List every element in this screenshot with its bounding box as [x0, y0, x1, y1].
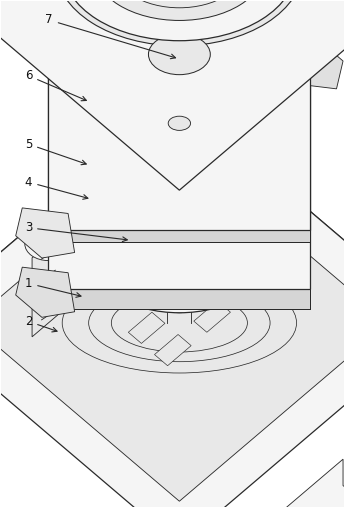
Text: 1: 1 [25, 277, 81, 297]
Polygon shape [179, 100, 345, 375]
Polygon shape [48, 230, 310, 242]
Ellipse shape [159, 153, 200, 183]
Text: 4: 4 [25, 176, 88, 199]
Polygon shape [166, 94, 199, 174]
Polygon shape [128, 312, 165, 343]
Ellipse shape [170, 125, 189, 139]
Ellipse shape [39, 237, 58, 251]
Ellipse shape [25, 227, 72, 261]
Polygon shape [163, 118, 196, 226]
Ellipse shape [168, 116, 190, 131]
Ellipse shape [148, 34, 210, 75]
Ellipse shape [56, 0, 303, 46]
Polygon shape [166, 122, 212, 213]
Text: 6: 6 [25, 69, 86, 101]
Ellipse shape [93, 0, 265, 22]
Polygon shape [258, 459, 345, 508]
Ellipse shape [131, 227, 227, 288]
Polygon shape [16, 208, 75, 258]
Polygon shape [0, 145, 345, 501]
Polygon shape [48, 67, 310, 290]
Ellipse shape [145, 219, 214, 270]
Polygon shape [48, 290, 310, 309]
Polygon shape [16, 267, 75, 318]
Text: 3: 3 [25, 221, 127, 242]
Ellipse shape [90, 201, 269, 313]
Polygon shape [168, 279, 204, 310]
Ellipse shape [166, 153, 193, 173]
Polygon shape [32, 230, 65, 337]
Ellipse shape [167, 298, 191, 313]
Polygon shape [194, 301, 230, 332]
Text: 5: 5 [25, 138, 86, 165]
Ellipse shape [156, 116, 203, 149]
Polygon shape [0, 100, 179, 375]
Polygon shape [0, 0, 345, 190]
Polygon shape [48, 7, 310, 230]
Polygon shape [284, 39, 343, 89]
Polygon shape [179, 0, 345, 59]
Polygon shape [0, 0, 179, 59]
Ellipse shape [62, 0, 296, 41]
Polygon shape [0, 100, 345, 508]
Text: 2: 2 [25, 315, 57, 332]
Ellipse shape [93, 0, 265, 20]
Text: 7: 7 [45, 14, 176, 59]
Polygon shape [155, 334, 191, 366]
Polygon shape [284, 0, 343, 29]
